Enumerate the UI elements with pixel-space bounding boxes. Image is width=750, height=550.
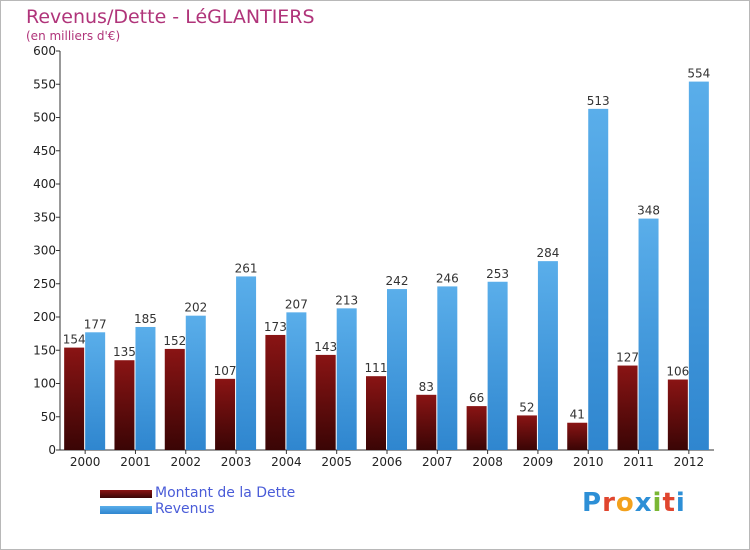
y-tick-label: 250	[33, 277, 56, 291]
bar-debt	[315, 354, 336, 450]
y-tick-label: 200	[33, 310, 56, 324]
bar-debt	[416, 394, 437, 450]
data-label-revenue: 246	[436, 271, 459, 285]
y-tick-label: 600	[33, 44, 56, 58]
x-tick-label: 2010	[573, 455, 604, 469]
y-tick-label: 300	[33, 244, 56, 258]
data-label-revenue: 202	[184, 301, 207, 315]
x-tick-label: 2006	[372, 455, 403, 469]
x-tick-label: 2012	[674, 455, 705, 469]
proxiti-logo: Proxiti	[582, 488, 686, 518]
chart-axes: 0 50 100 150 200 250 300 350 400 450 500 550 600 2000…	[33, 44, 714, 469]
chart-data-labels: 154 177 135 185 152 202 107 261 173 207 143 213 111 2…	[63, 67, 711, 422]
y-tick-label: 50	[41, 410, 56, 424]
bar-revenue	[387, 289, 407, 450]
bar-debt	[617, 365, 638, 450]
bar-debt	[114, 360, 135, 450]
x-tick-label: 2008	[472, 455, 503, 469]
data-label-debt: 154	[63, 333, 86, 347]
bar-debt	[567, 422, 588, 450]
data-label-revenue: 348	[637, 204, 660, 218]
bar-revenue	[638, 218, 659, 450]
data-label-revenue: 207	[285, 297, 308, 311]
bar-debt	[667, 379, 688, 450]
x-tick-label: 2005	[321, 455, 352, 469]
bar-revenue	[537, 261, 558, 450]
data-label-revenue: 261	[235, 261, 258, 275]
data-label-debt: 106	[666, 365, 689, 379]
bar-revenue	[688, 81, 709, 450]
bar-revenue	[135, 326, 156, 450]
data-label-revenue: 177	[84, 317, 107, 331]
chart-bars	[64, 81, 709, 450]
data-label-debt: 127	[616, 351, 639, 365]
y-tick-label: 400	[33, 177, 56, 191]
data-label-revenue: 242	[386, 274, 409, 288]
chart-subtitle: (en milliers d'€)	[26, 29, 121, 43]
y-tick-label: 550	[33, 77, 56, 91]
bar-debt	[366, 376, 386, 450]
data-label-debt: 52	[519, 400, 534, 414]
y-tick-label: 350	[33, 210, 56, 224]
data-label-debt: 152	[163, 334, 186, 348]
y-tick-label: 450	[33, 144, 56, 158]
data-label-debt: 173	[264, 320, 287, 334]
y-tick-label: 100	[33, 377, 56, 391]
bar-revenue	[437, 286, 458, 450]
bar-debt	[516, 415, 537, 450]
x-tick-label: 2004	[271, 455, 302, 469]
x-tick-label: 2001	[120, 455, 151, 469]
data-label-revenue: 284	[536, 246, 559, 260]
data-label-debt: 66	[469, 391, 484, 405]
bar-debt	[466, 406, 487, 450]
bar-revenue	[236, 276, 257, 450]
bar-revenue	[85, 332, 106, 450]
legend-label-debt: Montant de la Dette	[155, 485, 296, 501]
x-tick-label: 2000	[70, 455, 101, 469]
legend-swatch-revenue	[100, 506, 152, 514]
bar-debt	[265, 334, 286, 450]
x-tick-label: 2011	[623, 455, 654, 469]
x-tick-label: 2002	[170, 455, 201, 469]
data-label-debt: 135	[113, 345, 136, 359]
x-tick-label: 2009	[523, 455, 554, 469]
data-label-debt: 143	[314, 340, 337, 354]
bar-revenue	[336, 308, 357, 450]
data-label-revenue: 213	[335, 293, 358, 307]
legend-label-revenue: Revenus	[155, 501, 215, 517]
legend-swatch-debt	[100, 490, 152, 498]
bar-revenue	[588, 108, 609, 450]
data-label-debt: 107	[214, 364, 237, 378]
data-label-debt: 111	[365, 361, 388, 375]
data-label-revenue: 513	[587, 94, 610, 108]
bar-debt	[64, 347, 85, 450]
x-tick-label: 2007	[422, 455, 453, 469]
bar-revenue	[487, 281, 508, 450]
bar-revenue	[286, 312, 307, 450]
bar-revenue	[185, 315, 206, 450]
bar-debt	[164, 348, 185, 450]
data-label-debt: 83	[419, 380, 434, 394]
data-label-revenue: 554	[687, 67, 710, 81]
bar-debt	[215, 378, 236, 450]
data-label-revenue: 253	[486, 267, 509, 281]
data-label-debt: 41	[570, 408, 585, 422]
x-tick-label: 2003	[221, 455, 252, 469]
y-tick-label: 150	[33, 343, 56, 357]
data-label-revenue: 185	[134, 312, 157, 326]
chart-title: Revenus/Dette - LéGLANTIERS	[26, 6, 315, 28]
y-tick-label: 0	[48, 443, 56, 457]
y-tick-label: 500	[33, 111, 56, 125]
